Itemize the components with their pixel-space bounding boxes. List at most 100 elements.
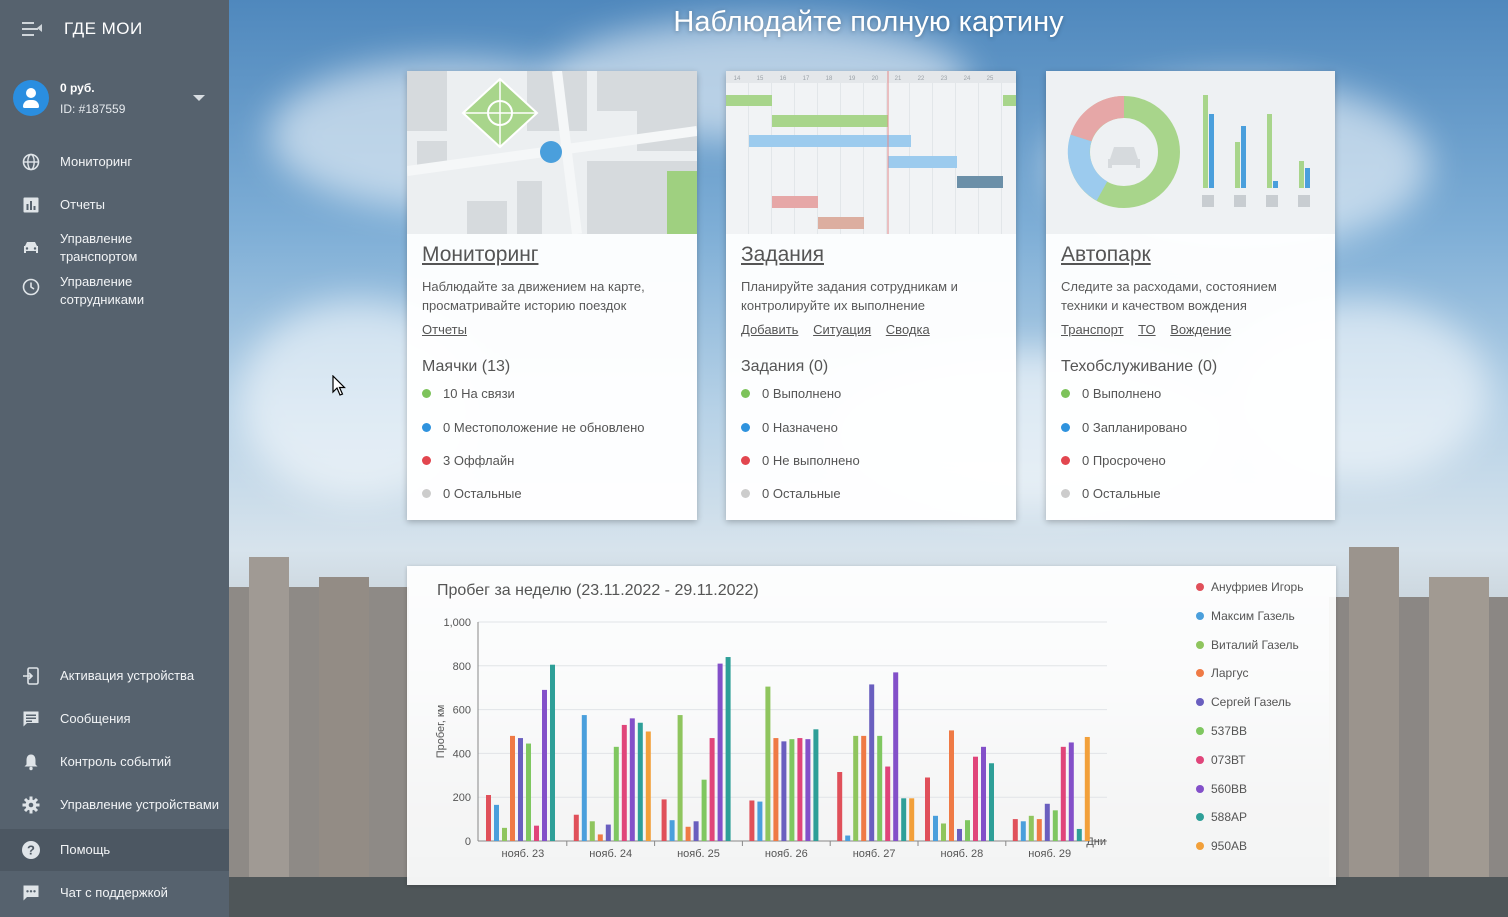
nav-item-reports[interactable]: Отчеты xyxy=(0,195,229,215)
nav-item-help[interactable]: ? Помощь xyxy=(0,829,229,871)
legend-item[interactable]: Ануфриев Игорь xyxy=(1196,580,1303,594)
legend-item[interactable]: Ларгус xyxy=(1196,666,1248,680)
bar[interactable] xyxy=(901,798,907,841)
bar[interactable] xyxy=(621,724,627,841)
bar[interactable] xyxy=(709,738,715,841)
bar[interactable] xyxy=(1012,819,1018,841)
link-summary[interactable]: Сводка xyxy=(885,322,930,337)
bar[interactable] xyxy=(757,801,763,841)
bar[interactable] xyxy=(605,824,611,841)
bar[interactable] xyxy=(853,735,859,841)
link-maintenance[interactable]: ТО xyxy=(1138,322,1156,337)
bar[interactable] xyxy=(669,820,675,841)
bar[interactable] xyxy=(1052,810,1058,841)
chevron-down-icon[interactable] xyxy=(193,95,205,101)
nav-item-device-management[interactable]: Управление устройствами xyxy=(0,795,229,815)
bar[interactable] xyxy=(717,663,723,841)
bar[interactable] xyxy=(941,823,946,841)
bar[interactable] xyxy=(909,798,915,841)
bar[interactable] xyxy=(861,735,867,841)
bar[interactable] xyxy=(597,834,603,841)
bar[interactable] xyxy=(613,746,619,841)
bar[interactable] xyxy=(925,777,930,841)
bar[interactable] xyxy=(542,689,547,841)
bar[interactable] xyxy=(502,827,507,841)
nav-item-monitoring[interactable]: Мониторинг xyxy=(0,152,229,172)
bar[interactable] xyxy=(973,756,978,841)
bar[interactable] xyxy=(797,738,803,841)
bar[interactable] xyxy=(1076,828,1082,841)
bar[interactable] xyxy=(765,686,771,841)
logo[interactable]: ГДЕ МОИ xyxy=(64,12,143,46)
bar[interactable] xyxy=(494,804,499,841)
bar[interactable] xyxy=(933,815,938,841)
bar[interactable] xyxy=(573,814,579,841)
bar[interactable] xyxy=(1028,815,1034,841)
nav-item-messages[interactable]: Сообщения xyxy=(0,709,229,729)
link-driving[interactable]: Вождение xyxy=(1170,322,1232,337)
nav-item-employees[interactable]: Управление сотрудниками xyxy=(0,273,229,309)
bar[interactable] xyxy=(805,739,811,841)
legend-item[interactable]: 950АВ xyxy=(1196,839,1247,853)
bar[interactable] xyxy=(957,828,962,841)
bar[interactable] xyxy=(1020,821,1026,841)
bar[interactable] xyxy=(813,729,819,841)
link-transport[interactable]: Транспорт xyxy=(1061,322,1124,337)
legend-item[interactable]: Виталий Газель xyxy=(1196,638,1299,652)
menu-collapse-icon[interactable] xyxy=(22,22,42,36)
nav-item-device-activation[interactable]: Активация устройства xyxy=(0,666,229,686)
bar[interactable] xyxy=(534,825,539,841)
legend-item[interactable]: 588АР xyxy=(1196,810,1247,824)
link-add[interactable]: Добавить xyxy=(741,322,799,337)
bar[interactable] xyxy=(845,835,851,841)
legend-item[interactable]: 560ВВ xyxy=(1196,782,1247,796)
legend-item[interactable]: Максим Газель xyxy=(1196,609,1295,623)
bar[interactable] xyxy=(869,684,875,841)
bar[interactable] xyxy=(526,743,531,841)
nav-item-event-control[interactable]: Контроль событий xyxy=(0,752,229,772)
bar[interactable] xyxy=(693,821,699,841)
card-title[interactable]: Мониторинг xyxy=(422,243,539,266)
bar[interactable] xyxy=(725,657,731,841)
bar[interactable] xyxy=(749,800,755,841)
card-title[interactable]: Автопарк xyxy=(1061,243,1151,266)
bar[interactable] xyxy=(837,772,843,841)
bar[interactable] xyxy=(637,722,643,841)
bar[interactable] xyxy=(645,731,651,842)
bar[interactable] xyxy=(981,746,986,841)
bar[interactable] xyxy=(1044,803,1050,841)
bar[interactable] xyxy=(518,738,523,841)
bar[interactable] xyxy=(885,766,891,841)
link-reports[interactable]: Отчеты xyxy=(422,322,467,337)
nav-item-support-chat[interactable]: Чат с поддержкой xyxy=(0,883,229,903)
bar[interactable] xyxy=(893,672,899,841)
bar[interactable] xyxy=(989,763,994,841)
bar[interactable] xyxy=(661,799,667,841)
bar[interactable] xyxy=(789,739,795,841)
bar[interactable] xyxy=(685,826,691,841)
bar[interactable] xyxy=(701,779,707,841)
nav-item-transport[interactable]: Управление транспортом xyxy=(0,230,229,266)
legend-item[interactable]: 073ВТ xyxy=(1196,753,1246,767)
bar[interactable] xyxy=(677,715,683,841)
bar[interactable] xyxy=(550,664,555,841)
bar[interactable] xyxy=(589,821,595,841)
bar[interactable] xyxy=(1068,742,1074,841)
bar[interactable] xyxy=(877,735,883,841)
bar[interactable] xyxy=(773,738,779,841)
bar[interactable] xyxy=(781,741,787,841)
account-switcher[interactable]: 0 руб. ID: #187559 xyxy=(0,72,229,124)
bar[interactable] xyxy=(581,715,587,841)
legend-item[interactable]: Сергей Газель xyxy=(1196,695,1291,709)
bar[interactable] xyxy=(1060,746,1066,841)
bar[interactable] xyxy=(510,735,515,841)
bar[interactable] xyxy=(949,730,954,841)
bar[interactable] xyxy=(965,820,970,841)
bar[interactable] xyxy=(1036,819,1042,841)
bar[interactable] xyxy=(486,795,491,841)
link-situation[interactable]: Ситуация xyxy=(813,322,872,337)
card-title[interactable]: Задания xyxy=(741,243,824,266)
bar[interactable] xyxy=(1084,736,1090,841)
legend-item[interactable]: 537ВВ xyxy=(1196,724,1247,738)
bar[interactable] xyxy=(629,718,635,841)
